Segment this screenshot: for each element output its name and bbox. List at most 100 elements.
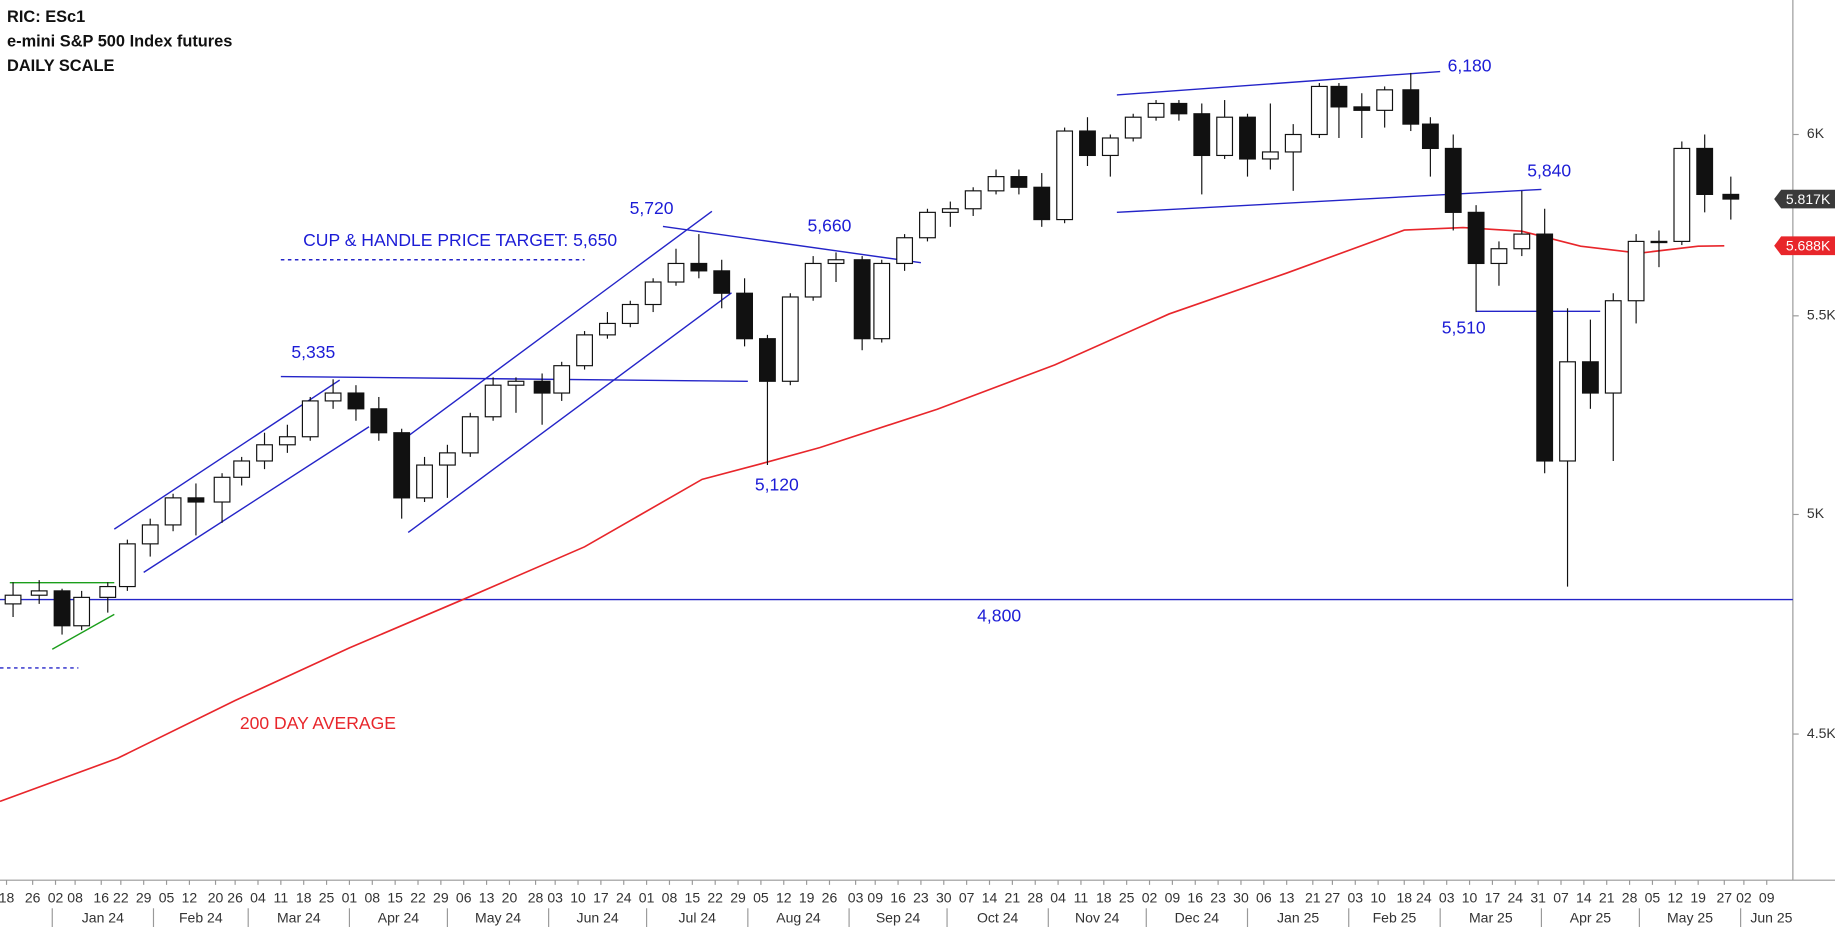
x-tick-label: 08	[364, 890, 380, 906]
x-tick-label: 25	[319, 890, 335, 906]
candle-body	[1330, 85, 1348, 108]
candle-body	[1490, 248, 1508, 265]
candle-body	[804, 262, 822, 298]
x-tick-label: 26	[25, 890, 41, 906]
candle-body	[301, 400, 319, 438]
x-tick-label: 09	[1759, 890, 1775, 906]
candle-body	[1147, 102, 1165, 118]
candle-body	[553, 365, 571, 394]
x-tick-label: 03	[1439, 890, 1455, 906]
x-tick-label: 06	[1256, 890, 1272, 906]
candle-body	[30, 590, 48, 596]
candle-body	[667, 262, 685, 283]
x-tick-label: 08	[67, 890, 83, 906]
trend-line	[407, 292, 732, 534]
x-tick-label: 12	[182, 890, 198, 906]
candle-body	[941, 208, 959, 213]
month-label: May 25	[1667, 910, 1713, 926]
candle-body	[416, 464, 433, 499]
x-tick-label: 03	[547, 890, 563, 906]
month-label: Jan 25	[1277, 910, 1319, 926]
x-tick-label: 22	[410, 890, 426, 906]
moving-average-label: 200 DAY AVERAGE	[240, 713, 396, 733]
candle-body	[621, 303, 639, 325]
x-tick-label: 03	[1347, 890, 1363, 906]
x-tick-label: 08	[662, 890, 678, 906]
trend-line	[143, 426, 370, 573]
x-tick-label: 16	[93, 890, 109, 906]
month-label: Jul 24	[679, 910, 717, 926]
chart-scale: DAILY SCALE	[7, 57, 114, 75]
candle-body	[1056, 130, 1074, 221]
month-label: Feb 24	[179, 910, 223, 926]
annotation: 5,120	[755, 474, 799, 494]
candle-body	[1444, 147, 1462, 213]
annotation: 6,180	[1448, 55, 1492, 75]
x-tick-label: 20	[208, 890, 224, 906]
candle-body	[1627, 240, 1645, 302]
candle-body	[141, 524, 159, 545]
candle-body	[1604, 300, 1622, 394]
x-tick-label: 12	[1668, 890, 1684, 906]
candle-body	[1402, 89, 1420, 125]
candle-body	[987, 176, 1005, 192]
price-tag	[1774, 189, 1835, 209]
x-tick-label: 30	[936, 890, 952, 906]
x-tick-label: 25	[1119, 890, 1135, 906]
candle-body	[759, 338, 776, 382]
x-tick-label: 23	[913, 890, 929, 906]
month-label: Jan 24	[82, 910, 124, 926]
candle-body	[99, 585, 117, 598]
candle-body	[187, 497, 205, 503]
x-tick-label: 24	[616, 890, 632, 906]
x-tick-label: 24	[1507, 890, 1523, 906]
x-tick-label: 14	[982, 890, 998, 906]
y-tick-label: 5K	[1807, 505, 1825, 521]
candle-body	[1696, 147, 1714, 195]
price-tag-label: 5.817K	[1786, 191, 1831, 207]
month-label: Jun 24	[577, 910, 619, 926]
candle-body	[644, 281, 662, 306]
candle-body	[1079, 130, 1096, 157]
candle-body	[576, 334, 593, 367]
candle-body	[1033, 186, 1051, 221]
candle-body	[598, 322, 616, 336]
x-tick-label: 20	[502, 890, 518, 906]
candle-body	[1467, 211, 1485, 265]
candle-body	[1101, 137, 1119, 157]
candle-body	[233, 460, 251, 478]
annotation: 5,510	[1442, 318, 1486, 338]
x-tick-label: 27	[1716, 890, 1732, 906]
trend-line	[51, 613, 115, 650]
candle-body	[1124, 116, 1142, 139]
trend-line	[1116, 188, 1542, 214]
candle-body	[781, 296, 799, 382]
x-tick-label: 26	[822, 890, 838, 906]
candle-body	[533, 380, 551, 394]
month-label: Mar 25	[1469, 910, 1513, 926]
moving-average-line	[0, 226, 1725, 803]
candle-body	[73, 596, 91, 627]
trend-line	[407, 210, 713, 437]
candle-body	[1193, 113, 1211, 157]
x-tick-label: 01	[639, 890, 655, 906]
candle-body	[118, 543, 136, 588]
x-tick-label: 03	[848, 890, 864, 906]
x-tick-label: 05	[159, 890, 175, 906]
candle-body	[1376, 89, 1394, 111]
month-label: Feb 25	[1373, 910, 1417, 926]
candle-body	[1239, 116, 1256, 160]
candle-body	[896, 237, 914, 265]
trend-line	[280, 375, 748, 382]
month-label: Sep 24	[876, 910, 921, 926]
candle-body	[213, 476, 231, 503]
x-tick-label: 28	[1027, 890, 1043, 906]
x-tick-label: 23	[1210, 890, 1226, 906]
candle-body	[1261, 151, 1279, 160]
annotation: 4,800	[977, 605, 1021, 625]
month-label: Oct 24	[977, 910, 1019, 926]
candle-body	[1353, 106, 1371, 111]
x-tick-label: 02	[1142, 890, 1158, 906]
